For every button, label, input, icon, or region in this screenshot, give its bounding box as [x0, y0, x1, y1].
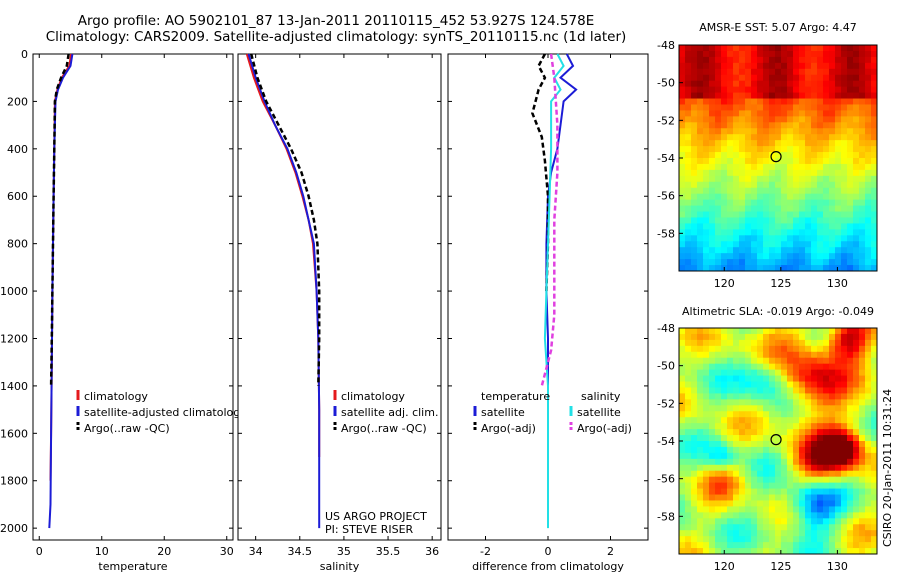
heatmap-field	[679, 328, 877, 554]
legend-group-title: temperature	[481, 390, 550, 403]
legend-label: Argo(..raw -QC)	[84, 422, 170, 435]
y-tick-label: 600	[7, 190, 28, 203]
y-tick-label: 1200	[0, 332, 28, 345]
y-tick-label: -52	[657, 397, 675, 410]
y-tick-label: -50	[657, 360, 675, 373]
x-tick-label: 130	[827, 560, 848, 573]
panel-sst_map: AMSR-E SST: 5.07 Argo: 4.47 -48 -50 -52 -54 -…	[657, 21, 878, 290]
x-tick-label: 10	[95, 545, 109, 558]
annotation-text: PI: STEVE RISER	[325, 523, 414, 536]
x-tick-label: 20	[157, 545, 171, 558]
y-tick-label: -54	[657, 152, 675, 165]
y-tick-label: 0	[21, 48, 28, 61]
legend-difference: temperature satellite Argo(-adj) salinity sa…	[473, 390, 632, 435]
legend-salinity: climatology satellite adj. clim. Argo(..ra…	[333, 390, 438, 435]
legend-label: climatology	[341, 390, 405, 403]
y-tick-label: -48	[657, 322, 675, 335]
profile-location-marker	[770, 151, 782, 163]
x-axis-label: difference from climatology	[472, 560, 624, 573]
title-line-2: Climatology: CARS2009. Satellite-adjuste…	[46, 29, 627, 45]
heatmap-field	[679, 45, 877, 271]
x-tick-label: 35.5	[376, 545, 401, 558]
y-tick-label: 800	[7, 238, 28, 251]
title-line-1: Argo profile: AO 5902101_87 13-Jan-2011 …	[78, 13, 595, 29]
y-tick-label: -56	[657, 190, 675, 203]
x-axis-label: temperature	[98, 560, 167, 573]
legend-group-title: salinity	[581, 390, 621, 403]
x-tick-label: -2	[480, 545, 491, 558]
x-tick-label: 2	[607, 545, 614, 558]
x-tick-label: 36	[425, 545, 439, 558]
panel-frame	[237, 53, 442, 541]
panel-sla_map: Altimetric SLA: -0.019 Argo: -0.049 -48 -5…	[657, 305, 878, 573]
x-tick-label: 0	[36, 545, 43, 558]
x-tick-label: 34.5	[288, 545, 313, 558]
y-tick-label: 2000	[0, 522, 28, 535]
y-tick-label: -50	[657, 77, 675, 90]
legend-temperature: climatology satellite-adjusted climatolog…	[76, 390, 247, 435]
y-tick-label: 1800	[0, 475, 28, 488]
legend-label: satellite	[481, 406, 525, 419]
y-tick-label: -58	[657, 510, 675, 523]
x-tick-label: 34	[249, 545, 263, 558]
x-tick-label: 125	[770, 277, 791, 290]
panel-difference: -2 0 2 difference from climatology temperatu…	[447, 53, 649, 573]
x-tick-label: 0	[545, 545, 552, 558]
y-tick-label: -56	[657, 473, 675, 486]
x-tick-label: 30	[220, 545, 234, 558]
y-tick-label: 400	[7, 143, 28, 156]
panel-frame	[32, 53, 234, 541]
x-tick-label: 120	[714, 277, 735, 290]
series-argo-raw-qc	[49, 53, 70, 386]
legend-label: climatology	[84, 390, 148, 403]
x-tick-label: 120	[714, 560, 735, 573]
y-tick-label: 1000	[0, 285, 28, 298]
x-tick-label: 125	[770, 560, 791, 573]
y-tick-label: 1400	[0, 380, 28, 393]
series-satellite-adj-clim	[247, 53, 321, 529]
map-title: Altimetric SLA: -0.019 Argo: -0.049	[682, 305, 874, 318]
legend-label: Argo(-adj)	[577, 422, 632, 435]
legend-label: satellite-adjusted climatology	[84, 406, 247, 419]
y-tick-label: -52	[657, 114, 675, 127]
x-tick-label: 130	[827, 277, 848, 290]
map-title: AMSR-E SST: 5.07 Argo: 4.47	[699, 21, 857, 34]
timestamp-stamp: CSIRO 20-Jan-2011 10:31:24	[881, 389, 894, 547]
series-argo-raw-qc	[249, 53, 321, 386]
panel-salinity: 34 34.5 35 35.5 36 salinity climatology satelli…	[237, 53, 442, 573]
y-tick-label: -58	[657, 227, 675, 240]
legend-label: satellite	[577, 406, 621, 419]
y-tick-label: 200	[7, 95, 28, 108]
legend-label: Argo(..raw -QC)	[341, 422, 427, 435]
annotation-text: US ARGO PROJECT	[325, 510, 427, 523]
series-temperature-argo-adj	[531, 53, 550, 292]
y-tick-label: -48	[657, 39, 675, 52]
y-tick-label: -54	[657, 435, 675, 448]
legend-label: Argo(-adj)	[481, 422, 536, 435]
x-tick-label: 35	[337, 545, 351, 558]
y-tick-label: 1600	[0, 427, 28, 440]
legend-label: satellite adj. clim.	[341, 406, 438, 419]
panel-temperature: 0 200 400 600 800 1000 1200 1400 1600 1800 2000 0 10…	[0, 48, 247, 573]
profile-location-marker	[770, 434, 782, 446]
x-axis-label: salinity	[320, 560, 360, 573]
